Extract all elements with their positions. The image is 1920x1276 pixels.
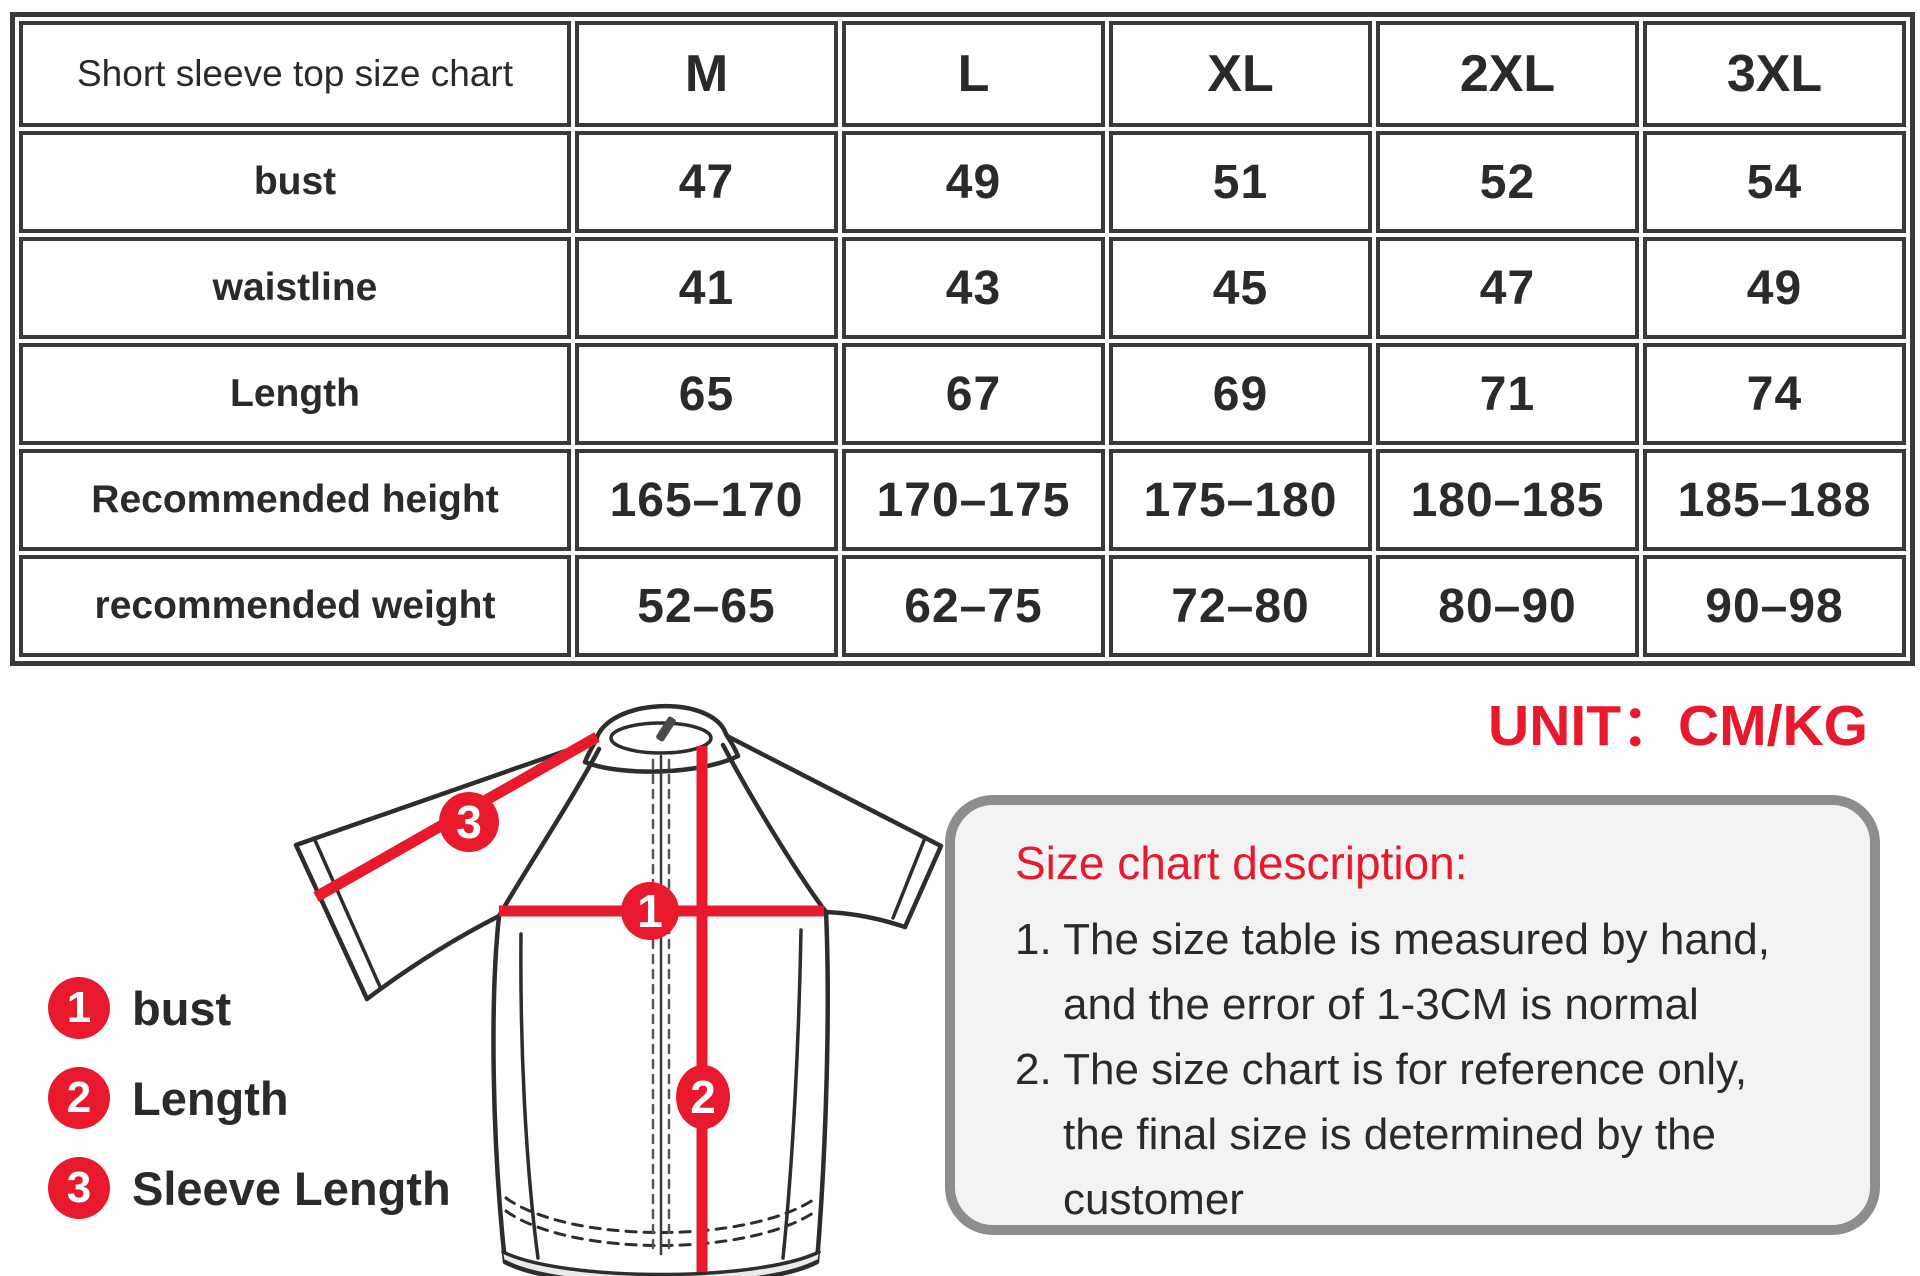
- size-column-header-XL: XL: [1109, 21, 1372, 127]
- size-value-cell: 47: [575, 131, 838, 233]
- size-value-cell: 175–180: [1109, 449, 1372, 551]
- description-line: 2. The size chart is for reference only,: [1015, 1045, 1748, 1094]
- table-row: recommended weight 52–65 62–75 72–80 80–90 90…: [19, 555, 1906, 657]
- size-value-cell: 80–90: [1376, 555, 1639, 657]
- legend-item-length: 2 Length: [48, 1067, 451, 1129]
- size-chart-table: Short sleeve top size chart M L XL 2XL 3XL bus…: [10, 12, 1915, 666]
- right-raglan-seam: [720, 742, 829, 915]
- size-value-cell: 62–75: [842, 555, 1105, 657]
- size-value-cell: 51: [1109, 131, 1372, 233]
- size-column-header-L: L: [842, 21, 1105, 127]
- table-row: Length 65 67 69 71 74: [19, 343, 1906, 445]
- legend-label: bust: [132, 981, 232, 1035]
- row-label: waistline: [19, 237, 571, 339]
- left-sleeve-outline: [293, 737, 600, 1002]
- size-column-header-3XL: 3XL: [1643, 21, 1906, 127]
- measurement-legend: 1 bust 2 Length 3 Sleeve Length: [48, 977, 451, 1247]
- left-underarm-seam: [364, 913, 502, 1002]
- description-lines: 1. The size table is measured by hand, an…: [1015, 907, 1840, 1232]
- size-value-cell: 49: [1643, 237, 1906, 339]
- description-line: the final size is determined by the: [1063, 1110, 1717, 1159]
- marker-1-circle: [621, 882, 679, 940]
- size-value-cell: 47: [1376, 237, 1639, 339]
- right-sleeve-outline: [724, 733, 944, 930]
- left-raglan-seam: [496, 746, 602, 919]
- marker-2-number: 2: [690, 1071, 716, 1123]
- size-value-cell: 180–185: [1376, 449, 1639, 551]
- row-label: recommended weight: [19, 555, 571, 657]
- size-column-header-2XL: 2XL: [1376, 21, 1639, 127]
- left-cuff-inner-line: [312, 836, 383, 991]
- marker-3-number: 3: [456, 796, 482, 848]
- description-title: Size chart description:: [1015, 837, 1468, 889]
- hem-stitch-line-lower: [504, 1209, 818, 1247]
- size-value-cell: 72–80: [1109, 555, 1372, 657]
- size-value-cell: 43: [842, 237, 1105, 339]
- marker-1-number: 1: [637, 885, 663, 937]
- right-panel-seam: [781, 928, 803, 1260]
- size-value-cell: 170–175: [842, 449, 1105, 551]
- size-description-box: Size chart description: 1. The size tabl…: [945, 795, 1880, 1235]
- description-line: 1. The size table is measured by hand,: [1015, 915, 1770, 964]
- row-label: bust: [19, 131, 571, 233]
- legend-label: Sleeve Length: [132, 1161, 451, 1215]
- collar-inner-opening: [609, 721, 713, 755]
- legend-item-bust: 1 bust: [48, 977, 451, 1039]
- collar-outer-rim: [593, 704, 729, 743]
- right-cuff-inner-line: [891, 836, 927, 920]
- legend-number-badge: 3: [48, 1157, 110, 1219]
- size-value-cell: 74: [1643, 343, 1906, 445]
- left-panel-seam: [519, 932, 540, 1260]
- size-value-cell: 165–170: [575, 449, 838, 551]
- size-value-cell: 54: [1643, 131, 1906, 233]
- jersey-hem-upper-line: [501, 1250, 821, 1276]
- size-value-cell: 90–98: [1643, 555, 1906, 657]
- marker-2-circle: [676, 1065, 730, 1129]
- table-corner-label: Short sleeve top size chart: [19, 21, 571, 127]
- row-label: Recommended height: [19, 449, 571, 551]
- size-value-cell: 52–65: [575, 555, 838, 657]
- size-value-cell: 69: [1109, 343, 1372, 445]
- jersey-hem-band: [503, 1252, 819, 1276]
- size-value-cell: 49: [842, 131, 1105, 233]
- size-value-cell: 45: [1109, 237, 1372, 339]
- description-line: customer: [1063, 1175, 1244, 1224]
- jersey-hem-outer-line: [502, 1259, 820, 1276]
- right-body-side: [814, 909, 830, 1265]
- legend-number-badge: 1: [48, 977, 110, 1039]
- size-value-cell: 65: [575, 343, 838, 445]
- zipper-pull: [656, 716, 676, 742]
- legend-number-badge: 2: [48, 1067, 110, 1129]
- legend-label: Length: [132, 1071, 289, 1125]
- unit-label: UNIT：CM/KG: [1488, 694, 1868, 758]
- marker-3-circle: [439, 792, 499, 852]
- left-body-side: [491, 913, 508, 1265]
- row-label: Length: [19, 343, 571, 445]
- table-row: Recommended height 165–170 170–175 175–180 1…: [19, 449, 1906, 551]
- size-column-header-M: M: [575, 21, 838, 127]
- size-value-cell: 41: [575, 237, 838, 339]
- size-value-cell: 185–188: [1643, 449, 1906, 551]
- table-row: bust 47 49 51 52 54: [19, 131, 1906, 233]
- hem-stitch-line-upper: [504, 1196, 818, 1234]
- table-row: waistline 41 43 45 47 49: [19, 237, 1906, 339]
- right-underarm-seam: [823, 909, 908, 930]
- legend-item-sleeve-length: 3 Sleeve Length: [48, 1157, 451, 1219]
- description-line: and the error of 1-3CM is normal: [1063, 980, 1699, 1029]
- size-value-cell: 52: [1376, 131, 1639, 233]
- size-value-cell: 71: [1376, 343, 1639, 445]
- size-value-cell: 67: [842, 343, 1105, 445]
